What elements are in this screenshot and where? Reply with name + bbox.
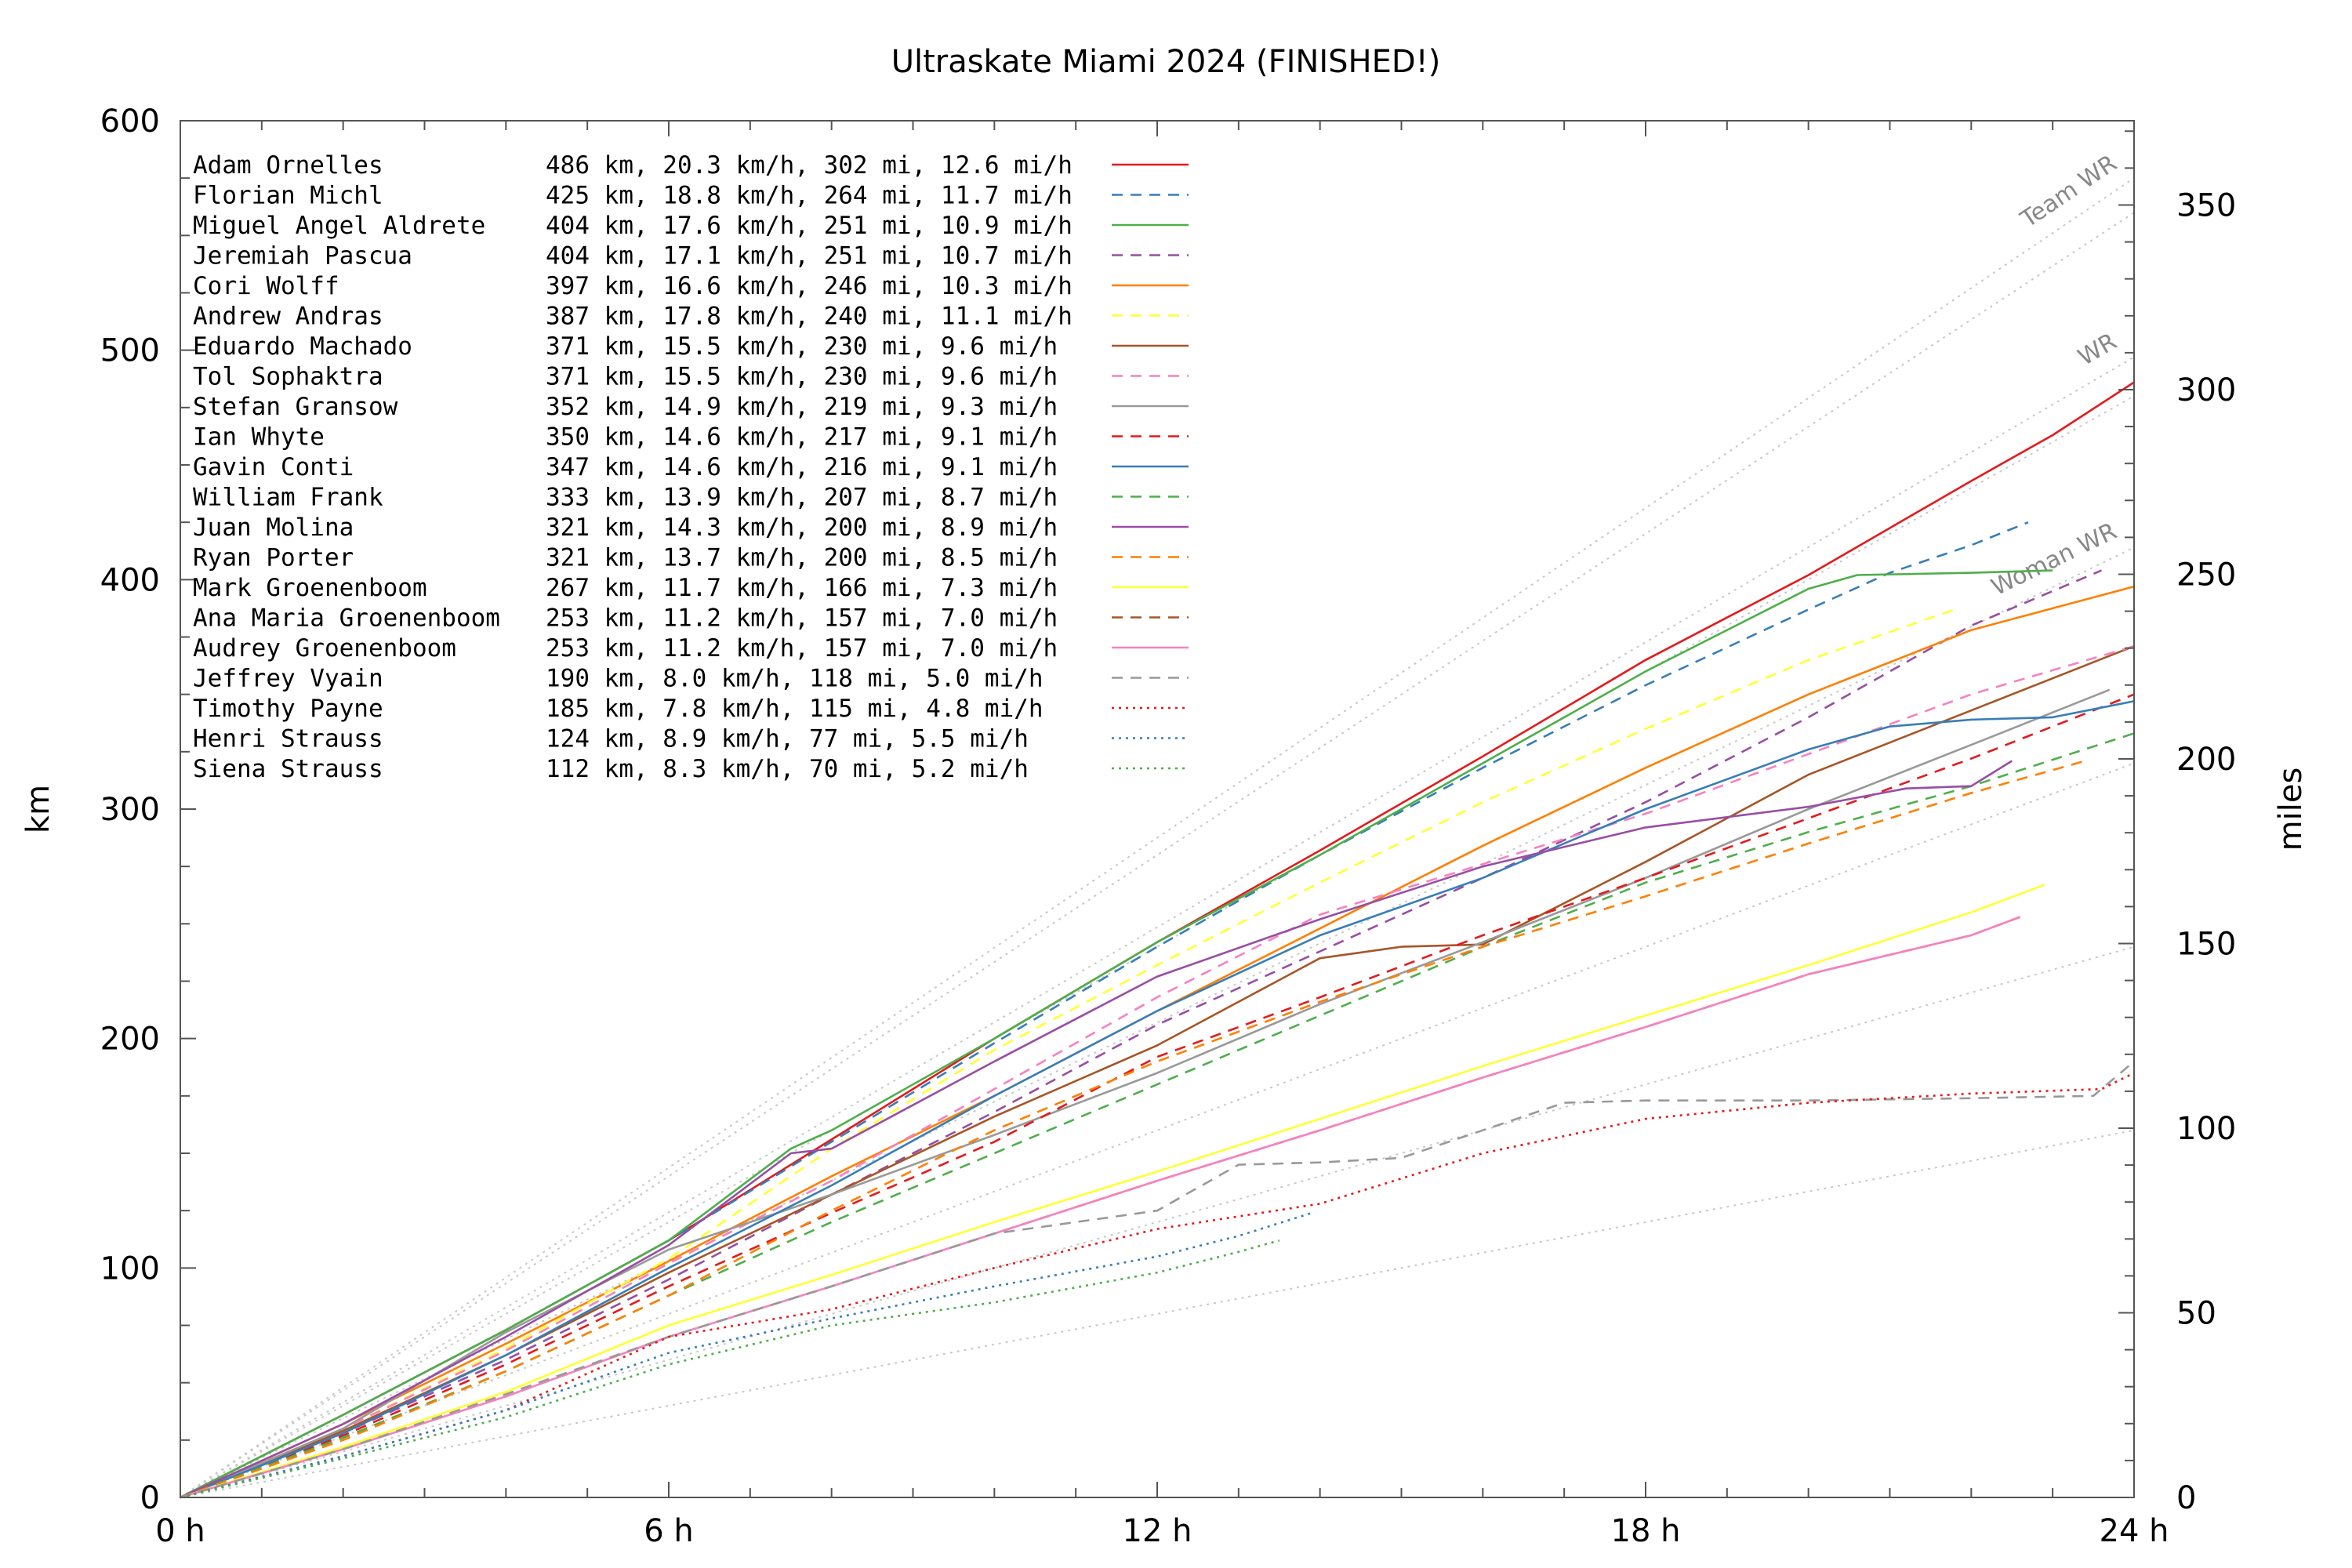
series-line <box>180 1060 2135 1499</box>
series-line <box>180 688 2111 1499</box>
y-tick-label: 400 <box>100 562 160 598</box>
legend-series-stats: 185 km, 7.8 km/h, 115 mi, 4.8 mi/h <box>546 695 1044 723</box>
reference-line <box>180 177 2135 1498</box>
x-tick-label: 24 h <box>2100 1513 2169 1549</box>
x-tick-label: 0 h <box>155 1513 205 1549</box>
legend-series-name: Jeremiah Pascua <box>193 242 412 270</box>
legend-series-name: Ryan Porter <box>193 544 354 572</box>
legend-series-stats: 190 km, 8.0 km/h, 118 mi, 5.0 mi/h <box>546 665 1044 693</box>
y2-tick-label: 300 <box>2176 372 2236 408</box>
series-line <box>180 700 2135 1499</box>
legend-series-stats: 371 km, 15.5 km/h, 230 mi, 9.6 mi/h <box>546 332 1058 361</box>
legend-series-stats: 352 km, 14.9 km/h, 219 mi, 9.3 mi/h <box>546 393 1058 421</box>
legend-series-name: William Frank <box>193 484 383 512</box>
series-line <box>180 760 2013 1499</box>
reference-line <box>180 762 2135 1498</box>
x-tick-label: 12 h <box>1123 1513 1192 1549</box>
y-tick-label: 600 <box>100 103 160 140</box>
legend-series-stats: 267 km, 11.7 km/h, 166 mi, 7.3 mi/h <box>546 574 1058 602</box>
y2-tick-label: 350 <box>2176 187 2236 223</box>
series-line <box>180 569 2103 1499</box>
series-line <box>180 760 2086 1499</box>
reference-line <box>180 546 2135 1498</box>
legend-series-name: Adam Ornelles <box>193 151 383 180</box>
reference-line <box>180 212 2135 1498</box>
y2-tick-label: 250 <box>2176 557 2236 593</box>
legend-series-stats: 404 km, 17.6 km/h, 251 mi, 10.9 mi/h <box>546 212 1073 240</box>
series-line <box>180 608 1956 1499</box>
y2-axis-label: miles <box>2273 768 2309 851</box>
y-tick-label: 300 <box>100 792 160 828</box>
legend-series-name: Cori Wolff <box>193 272 339 300</box>
legend-series-stats: 350 km, 14.6 km/h, 217 mi, 9.1 mi/h <box>546 423 1058 452</box>
series-lines <box>180 381 2135 1499</box>
y2-tick-label: 0 <box>2176 1480 2196 1516</box>
legend-series-name: Ian Whyte <box>193 423 325 452</box>
legend-series-name: Tol Sophaktra <box>193 363 383 391</box>
legend: Adam Ornelles 486 km, 20.3 km/h, 302 mi, … <box>193 151 1189 783</box>
legend-series-name: Timothy Payne <box>193 695 383 723</box>
legend-series-name: Siena Strauss <box>193 755 383 783</box>
legend-series-stats: 253 km, 11.2 km/h, 157 mi, 7.0 mi/h <box>546 604 1058 633</box>
y2-tick-label: 150 <box>2176 926 2236 962</box>
legend-series-name: Miguel Angel Aldrete <box>193 212 485 240</box>
series-line <box>180 569 2053 1499</box>
x-tick-label: 18 h <box>1611 1513 1681 1549</box>
y2-tick-label: 50 <box>2176 1295 2216 1331</box>
y-tick-label: 0 <box>140 1480 160 1516</box>
series-line <box>180 916 2021 1499</box>
legend-series-stats: 253 km, 11.2 km/h, 157 mi, 7.0 mi/h <box>546 634 1058 662</box>
legend-series-stats: 397 km, 16.6 km/h, 246 mi, 10.3 mi/h <box>546 272 1073 300</box>
chart-title: Ultraskate Miami 2024 (FINISHED!) <box>891 44 1441 80</box>
y2-tick-label: 200 <box>2176 742 2236 778</box>
legend-series-stats: 333 km, 13.9 km/h, 207 mi, 8.7 mi/h <box>546 484 1058 512</box>
legend-series-name: Audrey Groenenboom <box>193 634 456 662</box>
legend-series-name: Ana Maria Groenenboom <box>193 604 500 633</box>
x-tick-label: 6 h <box>644 1513 694 1549</box>
legend-series-name: Eduardo Machado <box>193 332 412 361</box>
series-line <box>180 644 2135 1499</box>
legend-series-stats: 371 km, 15.5 km/h, 230 mi, 9.6 mi/h <box>546 363 1058 391</box>
legend-series-name: Stefan Gransow <box>193 393 398 421</box>
legend-series-stats: 124 km, 8.9 km/h, 77 mi, 5.5 mi/h <box>546 725 1029 753</box>
legend-series-name: Gavin Conti <box>193 453 354 481</box>
legend-series-name: Florian Michl <box>193 182 383 210</box>
series-line <box>180 1239 1280 1499</box>
legend-series-name: Andrew Andras <box>193 303 383 331</box>
legend-series-name: Henri Strauss <box>193 725 383 753</box>
legend-series-name: Jeffrey Vyain <box>193 665 383 693</box>
legend-series-name: Mark Groenenboom <box>193 574 427 602</box>
series-line <box>180 884 2045 1499</box>
legend-series-stats: 486 km, 20.3 km/h, 302 mi, 12.6 mi/h <box>546 151 1073 180</box>
legend-series-name: Juan Molina <box>193 514 354 542</box>
y-axis-label: km <box>20 785 56 833</box>
legend-series-stats: 425 km, 18.8 km/h, 264 mi, 11.7 mi/h <box>546 182 1073 210</box>
reference-line <box>180 356 2135 1498</box>
legend-series-stats: 347 km, 14.6 km/h, 216 mi, 9.1 mi/h <box>546 453 1058 481</box>
y2-tick-label: 100 <box>2176 1111 2236 1147</box>
legend-series-stats: 404 km, 17.1 km/h, 251 mi, 10.7 mi/h <box>546 242 1073 270</box>
y-tick-label: 500 <box>100 333 160 369</box>
legend-series-stats: 387 km, 17.8 km/h, 240 mi, 11.1 mi/h <box>546 303 1073 331</box>
legend-series-stats: 321 km, 13.7 km/h, 200 mi, 8.5 mi/h <box>546 544 1058 572</box>
y-tick-label: 200 <box>100 1022 160 1058</box>
legend-series-stats: 321 km, 14.3 km/h, 200 mi, 8.9 mi/h <box>546 514 1058 542</box>
legend-series-stats: 112 km, 8.3 km/h, 70 mi, 5.2 mi/h <box>546 755 1029 783</box>
y-tick-label: 100 <box>100 1250 160 1287</box>
